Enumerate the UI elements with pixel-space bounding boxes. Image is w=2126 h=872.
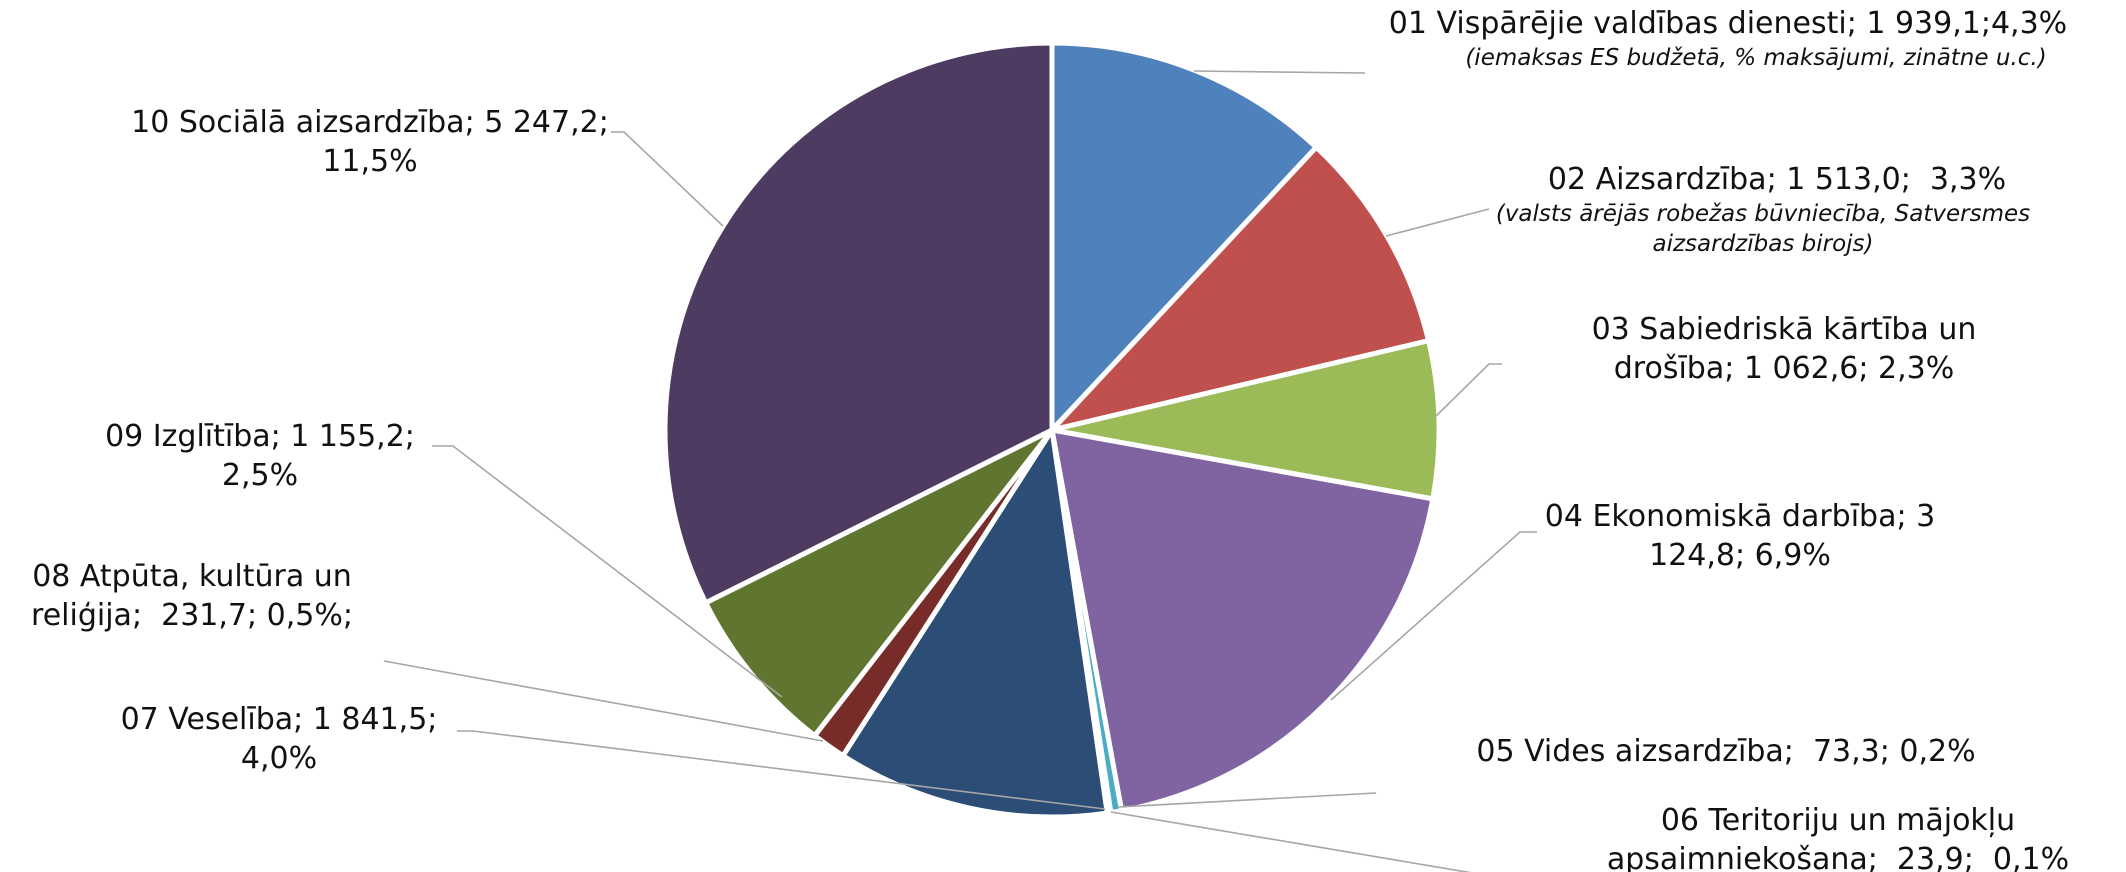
slice-label: 07 Veselība; 1 841,5; 4,0% [89,700,469,778]
value-label: ; 73,3; 0,2% [1783,734,1976,769]
category-name: 02 Aizsardzība [1547,162,1767,197]
leader-line [1193,70,1366,74]
value-label: ; 1 513,0; 3,3% [1766,162,2007,197]
category-name: 08 Atpūta, kultūra un reliģija [31,559,352,633]
leader-line [1330,531,1537,701]
leader-line [1385,208,1490,237]
slice-label: 03 Sabiedriskā kārtība un drošība; 1 062… [1564,310,2004,388]
pie-slice [662,40,1055,607]
slice-label: 10 Sociālā aizsardzība; 5 247,2; 11,5% [90,103,650,181]
leader-line [432,445,783,698]
value-label: ; 3 124,8; 6,9% [1649,499,1945,573]
pie-slice [1049,40,1320,437]
leader-line [383,660,824,742]
leader-line [457,730,1106,810]
slice-label: 01 Vispārējie valdības dienesti; 1 939,1… [1318,4,2126,43]
category-name: 04 Ekonomiskā darbība [1544,499,1897,534]
slice-label: 09 Izglītība; 1 155,2; 2,5% [70,417,450,495]
pie-slice [1048,426,1436,814]
pie-slice [839,423,1111,820]
pie-slice [1051,337,1442,502]
value-label: ; 1 939,1;4,3% [1846,6,2068,41]
slice-note: (iemaksas ES budžetā, % maksājumi, zināt… [1465,45,2047,71]
slice-label: 05 Vides aizsardzība; 73,3; 0,2% [1376,732,2076,771]
leader-line [1110,811,1472,872]
category-name: 10 Sociālā aizsardzība [131,105,465,140]
value-label: ; 1 155,2; 2,5% [221,419,425,493]
leader-line [611,131,724,227]
category-name: 07 Veselība [120,702,294,737]
slice-label: 08 Atpūta, kultūra un reliģija; 231,7; 0… [0,557,402,635]
slice-label: 06 Teritoriju un mājokļu apsaimniekošana… [1588,801,2088,872]
category-name: 03 Sabiedriskā kārtība un drošība [1591,312,1977,386]
slice-label: 04 Ekonomiskā darbība; 3 124,8; 6,9% [1530,497,1950,575]
category-name: 09 Izglītība [105,419,271,454]
slice-label: 02 Aizsardzība; 1 513,0; 3,3% [1427,160,2126,199]
value-label: ; 23,9; 0,1% [1867,842,2070,872]
value-label: ; 231,7; 0,5%; [131,598,353,633]
leader-line [1117,792,1377,808]
category-name: 06 Teritoriju un mājokļu apsaimniekošana [1606,803,2016,872]
leader-line [1433,363,1502,419]
slice-note: (valsts ārējās robežas būvniecība, Satve… [1495,201,2031,257]
value-label: ; 1 841,5; 4,0% [240,702,447,776]
value-label: ; 5 247,2; 11,5% [322,105,619,179]
value-label: ; 1 062,6; 2,3% [1724,351,1955,386]
category-name: 05 Vides aizsardzība [1476,734,1784,769]
category-name: 01 Vispārējie valdības dienesti [1388,6,1847,41]
